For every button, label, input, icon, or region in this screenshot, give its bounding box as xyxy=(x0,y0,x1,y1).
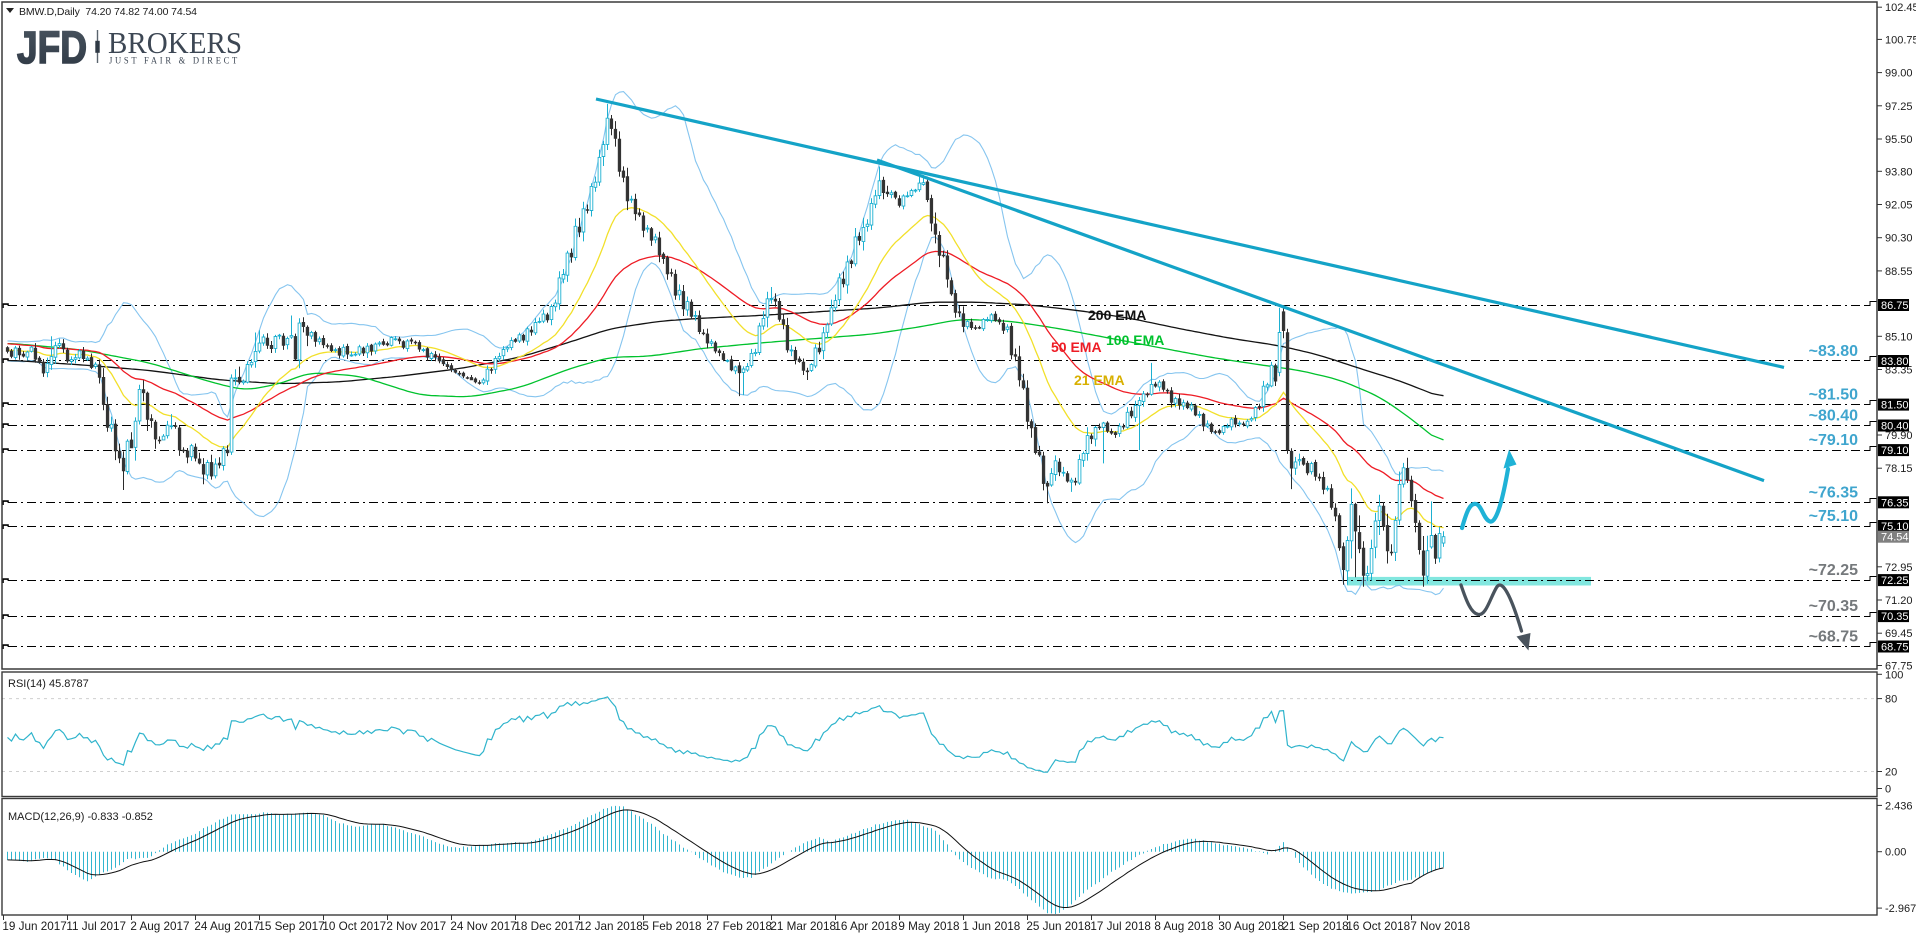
svg-text:99.00: 99.00 xyxy=(1885,68,1913,80)
svg-text:9 May 2018: 9 May 2018 xyxy=(898,920,959,933)
svg-text:24 Nov 2017: 24 Nov 2017 xyxy=(450,920,516,933)
svg-text:83.80: 83.80 xyxy=(1881,356,1909,368)
svg-text:MACD(12,26,9) -0.833 -0.852: MACD(12,26,9) -0.833 -0.852 xyxy=(8,811,153,823)
svg-text:~72.25: ~72.25 xyxy=(1809,562,1858,579)
svg-text:95.50: 95.50 xyxy=(1885,134,1913,146)
svg-text:11 Jul 2017: 11 Jul 2017 xyxy=(66,920,126,933)
svg-text:72.95: 72.95 xyxy=(1885,562,1913,574)
svg-text:JFD: JFD xyxy=(17,22,87,73)
svg-text:71.20: 71.20 xyxy=(1885,595,1913,607)
svg-text:80: 80 xyxy=(1885,694,1897,706)
svg-text:17 Jul 2018: 17 Jul 2018 xyxy=(1090,920,1150,933)
svg-text:90.30: 90.30 xyxy=(1885,233,1913,245)
svg-text:67.75: 67.75 xyxy=(1885,661,1913,673)
svg-text:20: 20 xyxy=(1885,767,1897,779)
svg-text:RSI(14) 45.8787: RSI(14) 45.8787 xyxy=(8,678,89,690)
svg-text:~79.10: ~79.10 xyxy=(1809,432,1858,449)
svg-text:15 Sep 2017: 15 Sep 2017 xyxy=(258,920,324,933)
svg-text:7 Nov 2018: 7 Nov 2018 xyxy=(1410,920,1470,933)
svg-text:81.50: 81.50 xyxy=(1881,400,1909,412)
svg-text:1 Jun 2018: 1 Jun 2018 xyxy=(962,920,1020,933)
svg-text:86.75: 86.75 xyxy=(1881,300,1909,312)
svg-text:100 EMA: 100 EMA xyxy=(1106,332,1164,348)
svg-text:79.10: 79.10 xyxy=(1881,445,1909,457)
svg-text:76.35: 76.35 xyxy=(1881,497,1909,509)
svg-text:2.436: 2.436 xyxy=(1885,800,1913,812)
svg-text:BMW.D,Daily 74.20 74.82 74.00: BMW.D,Daily 74.20 74.82 74.00 74.54 xyxy=(19,6,197,18)
svg-text:21 Sep 2018: 21 Sep 2018 xyxy=(1282,920,1348,933)
svg-text:18 Dec 2017: 18 Dec 2017 xyxy=(514,920,580,933)
svg-text:~68.75: ~68.75 xyxy=(1809,629,1858,646)
svg-text:~76.35: ~76.35 xyxy=(1809,484,1858,501)
svg-text:2 Aug 2017: 2 Aug 2017 xyxy=(130,920,189,933)
svg-text:102.45: 102.45 xyxy=(1885,2,1916,14)
svg-text:~70.35: ~70.35 xyxy=(1809,598,1858,615)
svg-text:27 Feb 2018: 27 Feb 2018 xyxy=(706,920,772,933)
svg-text:80.40: 80.40 xyxy=(1881,421,1909,433)
svg-text:72.25: 72.25 xyxy=(1881,575,1909,587)
svg-text:30 Aug 2018: 30 Aug 2018 xyxy=(1218,920,1284,933)
svg-text:~80.40: ~80.40 xyxy=(1809,408,1858,425)
svg-text:24 Aug 2017: 24 Aug 2017 xyxy=(194,920,260,933)
svg-text:100.75: 100.75 xyxy=(1885,34,1916,46)
svg-text:75.10: 75.10 xyxy=(1881,521,1909,533)
svg-text:5 Feb 2018: 5 Feb 2018 xyxy=(642,920,701,933)
svg-text:10 Oct 2017: 10 Oct 2017 xyxy=(322,920,386,933)
svg-text:25 Jun 2018: 25 Jun 2018 xyxy=(1026,920,1090,933)
svg-text:97.25: 97.25 xyxy=(1885,101,1913,113)
svg-text:100: 100 xyxy=(1885,669,1903,681)
svg-text:200 EMA: 200 EMA xyxy=(1088,307,1146,323)
svg-text:0: 0 xyxy=(1885,784,1891,796)
svg-text:JUST FAIR & DIRECT: JUST FAIR & DIRECT xyxy=(109,57,240,67)
svg-text:8 Aug 2018: 8 Aug 2018 xyxy=(1154,920,1213,933)
svg-text:19 Jun 2017: 19 Jun 2017 xyxy=(2,920,66,933)
svg-text:21 EMA: 21 EMA xyxy=(1074,372,1125,388)
svg-text:~81.50: ~81.50 xyxy=(1809,387,1858,404)
svg-text:79.90: 79.90 xyxy=(1885,430,1913,442)
svg-text:69.45: 69.45 xyxy=(1885,628,1913,640)
svg-text:21 Mar 2018: 21 Mar 2018 xyxy=(770,920,836,933)
svg-text:2 Nov 2017: 2 Nov 2017 xyxy=(386,920,446,933)
svg-text:92.05: 92.05 xyxy=(1885,200,1913,212)
svg-text:~75.10: ~75.10 xyxy=(1809,508,1858,525)
svg-text:85.10: 85.10 xyxy=(1885,331,1913,343)
svg-text:~83.80: ~83.80 xyxy=(1809,343,1858,360)
svg-text:93.80: 93.80 xyxy=(1885,166,1913,178)
svg-text:83.35: 83.35 xyxy=(1885,365,1913,377)
svg-text:68.75: 68.75 xyxy=(1881,642,1909,654)
svg-text:12 Jan 2018: 12 Jan 2018 xyxy=(578,920,642,933)
svg-text:50 EMA: 50 EMA xyxy=(1051,339,1102,355)
svg-text:16 Oct 2018: 16 Oct 2018 xyxy=(1346,920,1410,933)
svg-text:-2.967: -2.967 xyxy=(1885,903,1916,915)
svg-text:88.55: 88.55 xyxy=(1885,266,1913,278)
svg-text:70.35: 70.35 xyxy=(1881,611,1909,623)
svg-text:0.00: 0.00 xyxy=(1885,847,1906,859)
svg-text:78.15: 78.15 xyxy=(1885,463,1913,475)
svg-text:74.54: 74.54 xyxy=(1881,532,1909,544)
svg-text:BROKERS: BROKERS xyxy=(108,25,242,60)
svg-text:16 Apr 2018: 16 Apr 2018 xyxy=(834,920,897,933)
